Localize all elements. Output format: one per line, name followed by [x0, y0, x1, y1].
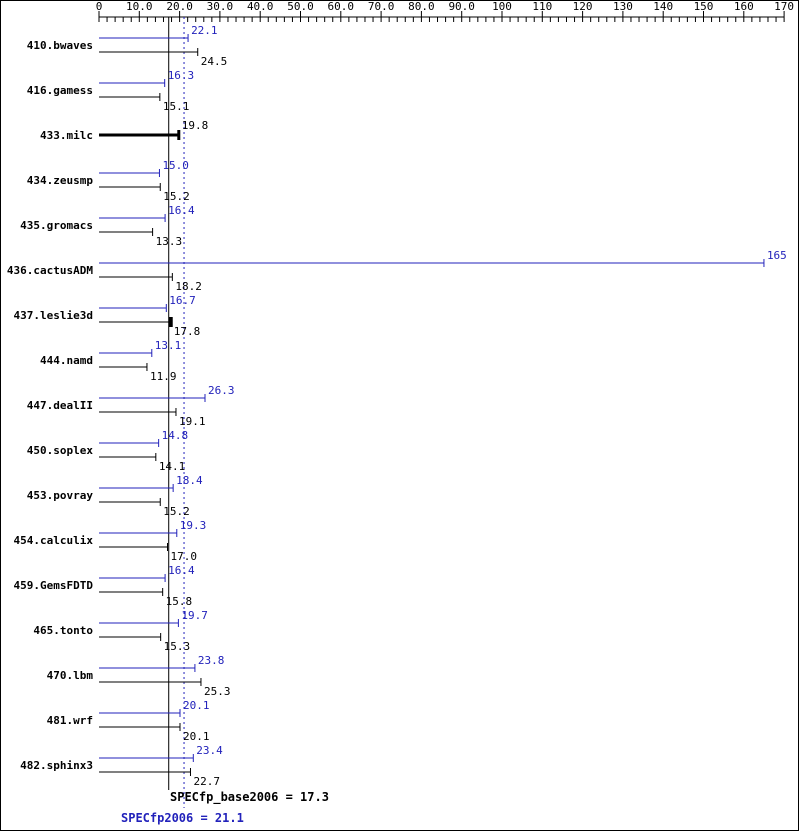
- peak-value: 16.4: [168, 564, 195, 577]
- peak-value: 19.7: [181, 609, 208, 622]
- peak-value: 26.3: [208, 384, 235, 397]
- axis-tick-label: 60.0: [328, 1, 355, 13]
- base-mean-label: SPECfp_base2006 = 17.3: [170, 790, 329, 804]
- peak-value: 14.8: [162, 429, 189, 442]
- benchmark-row: 437.leslie3d 16.7 17.8: [14, 294, 201, 338]
- axis-tick-label: 90.0: [448, 1, 475, 13]
- peak-value: 16.4: [168, 204, 195, 217]
- peak-value: 13.1: [155, 339, 182, 352]
- axis-tick-label: 50.0: [287, 1, 314, 13]
- axis-tick-label: 30.0: [207, 1, 234, 13]
- benchmark-row: 453.povray 18.4 15.2: [27, 474, 203, 518]
- benchmark-row: 481.wrf 20.1 20.1: [47, 699, 210, 743]
- benchmark-name: 410.bwaves: [27, 39, 93, 52]
- base-value: 17.0: [171, 550, 198, 563]
- base-value: 20.1: [183, 730, 210, 743]
- benchmark-name: 450.soplex: [27, 444, 94, 457]
- base-value: 15.2: [163, 505, 190, 518]
- benchmark-name: 435.gromacs: [20, 219, 93, 232]
- axis-tick-label: 160: [734, 1, 754, 13]
- base-value: 15.1: [163, 100, 190, 113]
- peak-value: 18.4: [176, 474, 203, 487]
- axis-tick-label: 120: [573, 1, 593, 13]
- peak-value: 165: [767, 249, 787, 262]
- benchmark-name: 465.tonto: [33, 624, 93, 637]
- base-value: 15.8: [166, 595, 193, 608]
- axis-tick-label: 130: [613, 1, 633, 13]
- benchmark-name: 437.leslie3d: [14, 309, 93, 322]
- axis-tick-label: 150: [694, 1, 714, 13]
- benchmark-name: 482.sphinx3: [20, 759, 93, 772]
- benchmark-name: 447.dealII: [27, 399, 93, 412]
- benchmark-name: 433.milc: [40, 129, 93, 142]
- peak-value: 22.1: [191, 24, 218, 37]
- axis-tick-label: 20.0: [166, 1, 193, 13]
- peak-value: 23.8: [198, 654, 225, 667]
- benchmark-row: 470.lbm 23.8 25.3: [47, 654, 231, 698]
- base-value: 19.1: [179, 415, 206, 428]
- axis-tick-label: 70.0: [368, 1, 395, 13]
- benchmark-row: 447.dealII 26.3 19.1: [27, 384, 235, 428]
- base-value: 11.9: [150, 370, 177, 383]
- benchmark-name: 454.calculix: [14, 534, 94, 547]
- benchmark-name: 470.lbm: [47, 669, 94, 682]
- benchmark-name: 444.namd: [40, 354, 93, 367]
- axis-tick-label: 0: [96, 1, 103, 13]
- peak-value: 16.7: [169, 294, 196, 307]
- benchmark-name: 436.cactusADM: [7, 264, 93, 277]
- base-value: 18.2: [175, 280, 202, 293]
- axis-tick-label: 140: [653, 1, 673, 13]
- benchmark-row: 450.soplex 14.8 14.1: [27, 429, 188, 473]
- benchmark-row: 444.namd 13.1 11.9: [40, 339, 181, 383]
- benchmark-row: 410.bwaves 22.1 24.5: [27, 24, 227, 68]
- peak-value: 20.1: [183, 699, 210, 712]
- benchmark-name: 459.GemsFDTD: [14, 579, 94, 592]
- benchmark-name: 434.zeusmp: [27, 174, 94, 187]
- axis-tick-label: 170: [774, 1, 794, 13]
- base-value: 13.3: [156, 235, 183, 248]
- benchmark-row: 454.calculix 19.3 17.0: [14, 519, 207, 563]
- x-axis: 0 10.0 20.0 30.0 40.0 50.0 60.0 70.0 80.0 90.0 100…: [96, 1, 794, 22]
- base-value: 24.5: [201, 55, 228, 68]
- benchmark-row: 435.gromacs 16.4 13.3: [20, 204, 195, 248]
- benchmark-row: 436.cactusADM 165 18.2: [7, 249, 787, 293]
- base-value: 14.1: [159, 460, 186, 473]
- benchmark-name: 416.gamess: [27, 84, 93, 97]
- base-value: 22.7: [193, 775, 220, 788]
- base-value: 25.3: [204, 685, 231, 698]
- peak-mean-label: SPECfp2006 = 21.1: [121, 811, 244, 825]
- benchmark-row: 465.tonto 19.7 15.3: [33, 609, 208, 653]
- benchmark-row: 434.zeusmp 15.0 15.2: [27, 159, 190, 203]
- peak-value: 16.3: [168, 69, 195, 82]
- axis-tick-label: 100: [492, 1, 512, 13]
- base-value: 15.3: [164, 640, 191, 653]
- benchmark-row: 433.milc 19.8: [40, 119, 208, 142]
- benchmark-name: 481.wrf: [47, 714, 93, 727]
- base-value: 19.8: [182, 119, 209, 132]
- peak-value: 19.3: [180, 519, 207, 532]
- benchmark-row: 416.gamess 16.3 15.1: [27, 69, 194, 113]
- axis-tick-label: 80.0: [408, 1, 435, 13]
- base-value: 17.8: [174, 325, 201, 338]
- axis-tick-label: 110: [532, 1, 552, 13]
- peak-value: 15.0: [162, 159, 189, 172]
- benchmark-row: 482.sphinx3 23.4 22.7: [20, 744, 223, 788]
- benchmark-name: 453.povray: [27, 489, 94, 502]
- axis-tick-label: 10.0: [126, 1, 153, 13]
- peak-value: 23.4: [196, 744, 223, 757]
- benchmark-row: 459.GemsFDTD 16.4 15.8: [14, 564, 195, 608]
- base-value: 15.2: [163, 190, 190, 203]
- axis-tick-label: 40.0: [247, 1, 274, 13]
